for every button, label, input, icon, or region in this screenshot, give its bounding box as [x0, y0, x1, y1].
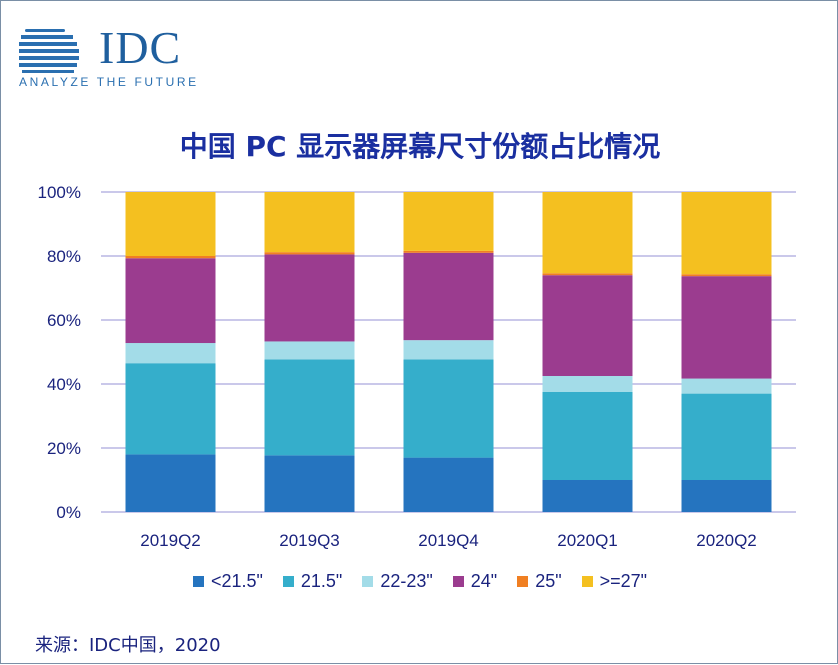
bar-segment — [125, 258, 216, 344]
legend-swatch — [192, 576, 204, 587]
x-tick-label: 2020Q2 — [696, 531, 757, 550]
bar-segment — [403, 252, 494, 341]
legend-swatch — [282, 576, 294, 587]
legend-label: 21.5" — [300, 571, 343, 591]
legend-swatch — [452, 576, 464, 587]
legend-item: 24" — [452, 571, 498, 592]
chart-legend: <21.5" 21.5" 22-23" 24" 25" >=27" — [1, 571, 838, 592]
y-tick-label: 40% — [47, 375, 81, 394]
idc-logo-globe-icon — [19, 29, 79, 73]
bar-segment — [403, 359, 494, 458]
y-tick-label: 20% — [47, 439, 81, 458]
bar-segment — [403, 192, 494, 251]
legend-swatch — [517, 576, 529, 587]
bar-segment — [542, 392, 633, 480]
bar-segment — [264, 254, 355, 342]
bar-segment — [681, 192, 772, 275]
bar-segment — [542, 192, 633, 274]
bar-segment — [542, 480, 633, 512]
bar-segment — [681, 480, 772, 512]
bar-segment — [681, 378, 772, 394]
bar-segment — [681, 276, 772, 379]
legend-item: 25" — [517, 571, 562, 592]
x-tick-label: 2020Q1 — [557, 531, 618, 550]
legend-item: >=27" — [581, 571, 648, 592]
x-tick-label: 2019Q2 — [140, 531, 201, 550]
bar-segment — [403, 457, 494, 512]
bar-segment — [542, 273, 633, 276]
legend-item: <21.5" — [192, 571, 263, 592]
bar-segment — [264, 455, 355, 512]
legend-item: 22-23" — [362, 571, 433, 592]
y-tick-label: 0% — [56, 503, 81, 522]
bar-segment — [125, 192, 216, 256]
y-tick-label: 80% — [47, 247, 81, 266]
chart-title: 中国 PC 显示器屏幕尺寸份额占比情况 — [179, 130, 661, 163]
y-tick-label: 60% — [47, 311, 81, 330]
bar-segment — [264, 192, 355, 253]
bar-segment — [681, 274, 772, 277]
bar-segment — [264, 341, 355, 360]
bar-segment — [681, 393, 772, 480]
bar-segment — [125, 256, 216, 259]
legend-item: 21.5" — [282, 571, 343, 592]
legend-swatch — [362, 576, 374, 587]
source-note: 来源：IDC中国，2020 — [35, 635, 221, 656]
bar-segment — [403, 340, 494, 360]
y-tick-label: 100% — [38, 183, 81, 202]
logo-tagline: ANALYZE THE FUTURE — [19, 75, 199, 89]
bar-segment — [125, 454, 216, 512]
bar-segment — [403, 250, 494, 253]
legend-label: 25" — [535, 571, 562, 591]
logo-text: IDC — [99, 22, 182, 73]
legend-label: 24" — [470, 571, 498, 591]
legend-label: >=27" — [599, 571, 648, 591]
bar-segment — [264, 252, 355, 255]
x-tick-label: 2019Q3 — [279, 531, 340, 550]
legend-label: <21.5" — [210, 571, 263, 591]
bar-segment — [125, 363, 216, 455]
bar-segment — [542, 376, 633, 392]
legend-swatch — [581, 576, 593, 587]
bar-segment — [542, 275, 633, 376]
bar-segment — [125, 343, 216, 364]
bar-segment — [264, 359, 355, 456]
x-tick-label: 2019Q4 — [418, 531, 479, 550]
legend-label: 22-23" — [380, 571, 433, 591]
